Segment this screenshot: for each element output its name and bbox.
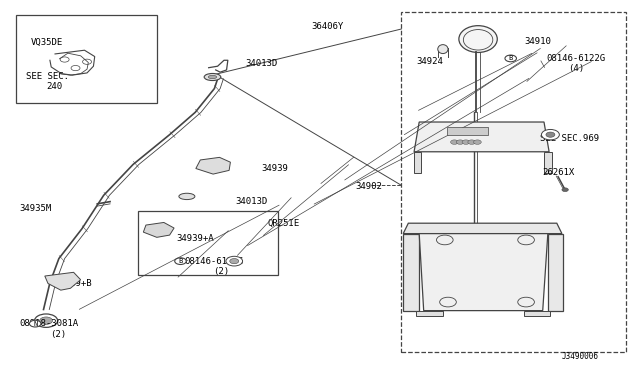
Ellipse shape	[438, 45, 448, 54]
Polygon shape	[544, 152, 552, 173]
Text: 26261X: 26261X	[543, 169, 575, 177]
Polygon shape	[196, 157, 230, 174]
Circle shape	[175, 258, 186, 264]
Ellipse shape	[179, 193, 195, 199]
Circle shape	[230, 259, 239, 264]
Text: 34013D: 34013D	[245, 59, 277, 68]
Circle shape	[451, 140, 458, 144]
Circle shape	[505, 55, 516, 62]
Text: J3490006: J3490006	[562, 352, 599, 361]
Text: 08918-3081A: 08918-3081A	[19, 319, 78, 328]
Circle shape	[474, 140, 481, 144]
Text: 08146-6122G: 08146-6122G	[184, 257, 243, 266]
Text: 36406Y: 36406Y	[312, 22, 344, 31]
Polygon shape	[524, 311, 550, 316]
Polygon shape	[16, 15, 157, 103]
Text: 34939+A: 34939+A	[176, 234, 214, 243]
Text: SEE SEC.969: SEE SEC.969	[540, 134, 598, 143]
Text: 34935M: 34935M	[19, 204, 51, 213]
Text: (2): (2)	[50, 330, 66, 339]
Text: B: B	[509, 55, 513, 61]
Text: 08146-6122G: 08146-6122G	[546, 54, 605, 63]
Polygon shape	[414, 122, 549, 152]
Polygon shape	[548, 234, 563, 311]
Text: 34924: 34924	[416, 57, 443, 66]
Polygon shape	[143, 222, 174, 237]
Text: N: N	[33, 321, 37, 327]
Circle shape	[541, 129, 559, 140]
Text: 240: 240	[47, 82, 63, 91]
Circle shape	[456, 140, 464, 144]
Text: 34902: 34902	[356, 182, 383, 191]
Ellipse shape	[209, 75, 216, 78]
Circle shape	[546, 132, 555, 137]
Polygon shape	[403, 223, 562, 234]
Circle shape	[462, 140, 470, 144]
Polygon shape	[416, 311, 443, 316]
Polygon shape	[401, 12, 626, 352]
Polygon shape	[45, 272, 81, 290]
Text: 34910: 34910	[525, 37, 552, 46]
Circle shape	[29, 320, 41, 327]
Text: (2): (2)	[213, 267, 229, 276]
Circle shape	[468, 140, 476, 144]
Polygon shape	[138, 211, 278, 275]
Text: B: B	[179, 258, 182, 264]
Polygon shape	[419, 234, 548, 311]
Text: 34939+B: 34939+B	[54, 279, 92, 288]
Text: VQ35DE: VQ35DE	[31, 38, 63, 47]
Polygon shape	[403, 234, 419, 311]
Text: SEE SEC.: SEE SEC.	[26, 72, 68, 81]
Polygon shape	[447, 127, 488, 135]
Polygon shape	[414, 152, 421, 173]
Text: QR25IE: QR25IE	[268, 219, 300, 228]
Circle shape	[562, 188, 568, 192]
Text: 34939: 34939	[261, 164, 288, 173]
Text: 34013D: 34013D	[236, 197, 268, 206]
Circle shape	[226, 256, 243, 266]
Ellipse shape	[459, 26, 497, 52]
Circle shape	[35, 314, 58, 327]
Ellipse shape	[204, 73, 221, 80]
Text: (4): (4)	[568, 64, 584, 73]
Circle shape	[40, 317, 52, 324]
